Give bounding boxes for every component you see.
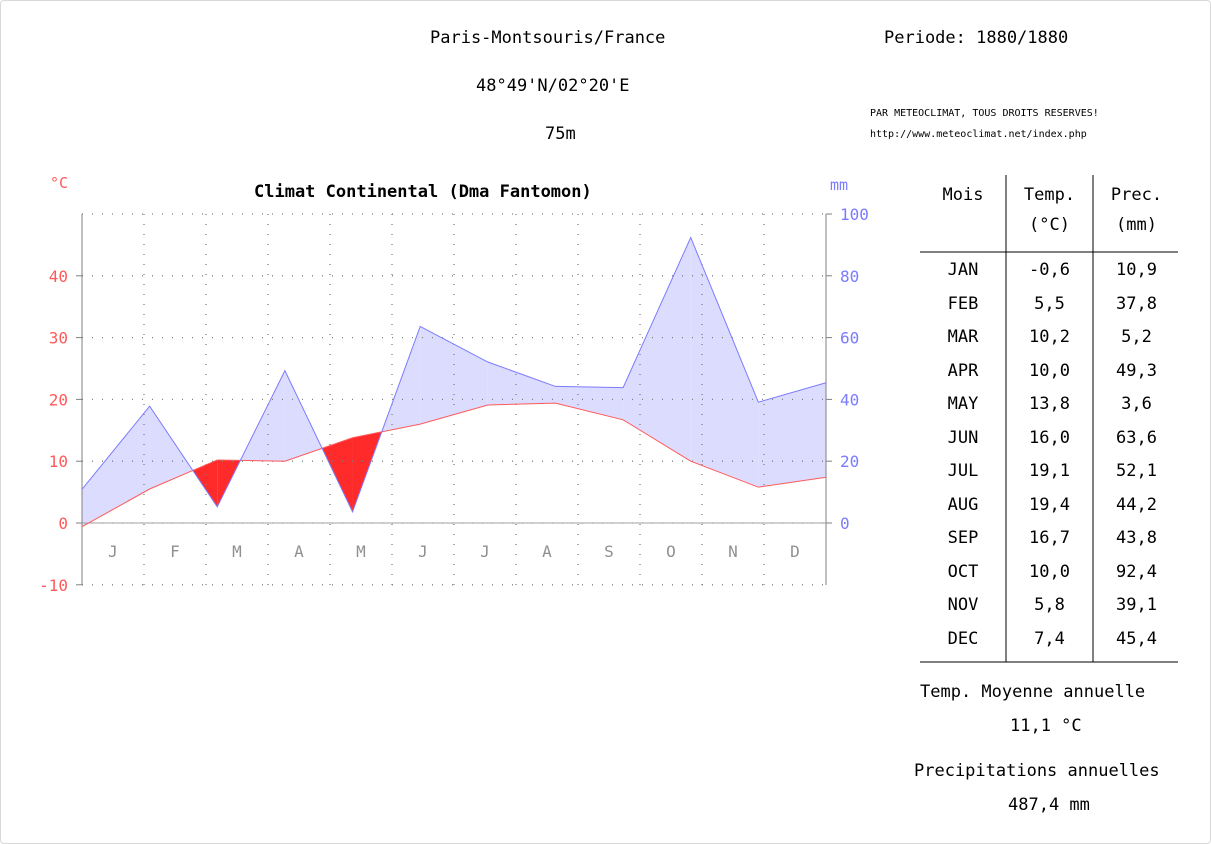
table-cell-temp: 10,2 xyxy=(1029,327,1070,347)
table-cell-temp: 13,8 xyxy=(1029,394,1070,414)
table-cell-temp: 16,7 xyxy=(1029,528,1070,548)
table-cell-prec: 49,3 xyxy=(1116,360,1157,381)
table-cell-temp: 7,4 xyxy=(1034,628,1065,649)
table-cell-prec: 92,4 xyxy=(1116,561,1157,582)
dry-area xyxy=(192,459,218,507)
table-cell-month: NOV xyxy=(947,595,979,615)
table-cell-prec: 10,9 xyxy=(1116,260,1157,280)
annual-prec-value: 487,4 mm xyxy=(1008,795,1090,815)
temp-tick-label: 0 xyxy=(58,514,68,533)
humid-area xyxy=(420,326,488,425)
month-label: N xyxy=(728,542,738,561)
prec-tick-label: 20 xyxy=(840,452,859,471)
annual-temp-value: 11,1 °C xyxy=(1010,716,1082,736)
table-cell-prec: 43,8 xyxy=(1116,528,1157,548)
col-header-temp: Temp. xyxy=(1023,185,1076,205)
month-label: O xyxy=(666,542,676,561)
table-cell-month: OCT xyxy=(947,561,979,582)
dry-area xyxy=(322,437,353,512)
humid-area xyxy=(555,386,624,420)
table-cell-month: JUN xyxy=(947,427,979,448)
table-cell-month: FEB xyxy=(947,293,979,314)
prec-tick-label: 0 xyxy=(840,514,850,533)
month-label: A xyxy=(294,542,304,561)
table-cell-temp: 10,0 xyxy=(1029,360,1070,381)
credit-url[interactable]: http://www.meteoclimat.net/index.php xyxy=(870,129,1087,140)
month-label: D xyxy=(790,542,800,561)
temp-axis-unit: °C xyxy=(50,174,69,192)
humid-area xyxy=(758,382,826,488)
climate-chart: -10 0 10 20 30 40 0 20 40 60 80 100 J F M A M J J A S O N D xyxy=(39,205,869,595)
table-cell-prec: 44,2 xyxy=(1116,494,1157,515)
month-label: J xyxy=(108,542,118,561)
month-label: S xyxy=(604,542,614,561)
table-cell-month: JUL xyxy=(947,461,979,481)
col-header-month: Mois xyxy=(942,185,984,205)
annual-prec-label: Precipitations annuelles xyxy=(914,761,1160,781)
table-cell-month: SEP xyxy=(947,528,979,548)
table-cell-month: DEC xyxy=(947,628,979,649)
table-cell-month: JAN xyxy=(947,260,979,280)
annual-temp-label: Temp. Moyenne annuelle xyxy=(920,682,1146,702)
temp-tick-label: -10 xyxy=(39,576,68,595)
table-cell-month: AUG xyxy=(947,494,979,515)
prec-tick-label: 40 xyxy=(840,390,859,409)
month-label: A xyxy=(542,542,552,561)
prec-tick-label: 60 xyxy=(840,329,859,348)
prec-axis-unit: mm xyxy=(830,176,849,194)
humid-area xyxy=(149,406,193,490)
humid-area xyxy=(487,362,556,405)
station-coords: 48°49'N/02°20'E xyxy=(476,76,630,96)
prec-tick-label: 100 xyxy=(840,205,869,224)
table-lines xyxy=(920,175,1178,663)
month-label: J xyxy=(418,542,428,561)
table-cell-temp: 16,0 xyxy=(1029,427,1070,448)
station-altitude: 75m xyxy=(545,124,576,144)
table-cell-prec: 39,1 xyxy=(1116,595,1157,615)
humid-area xyxy=(82,406,150,527)
month-label: F xyxy=(170,542,180,561)
temp-tick-label: 30 xyxy=(49,329,68,348)
humid-area xyxy=(690,237,759,488)
temperature-line xyxy=(81,402,827,528)
table-cell-temp: 5,5 xyxy=(1034,293,1065,314)
humid-area xyxy=(284,370,323,462)
table-cell-prec: 45,4 xyxy=(1116,628,1157,649)
month-label: J xyxy=(480,542,490,561)
table-cell-month: MAY xyxy=(947,394,979,414)
table-cell-prec: 63,6 xyxy=(1116,427,1157,448)
table-cell-month: APR xyxy=(947,360,979,381)
table-cell-prec: 5,2 xyxy=(1121,327,1152,347)
table-cell-temp: 10,0 xyxy=(1029,561,1070,582)
table-cell-temp: 19,1 xyxy=(1029,461,1070,481)
humid-area xyxy=(623,237,691,462)
table-cell-prec: 3,6 xyxy=(1121,394,1152,414)
temp-tick-label: 10 xyxy=(49,452,68,471)
table-cell-temp: -0,6 xyxy=(1029,260,1070,280)
temp-tick-label: 20 xyxy=(49,390,68,409)
prec-tick-label: 80 xyxy=(840,267,859,286)
period-label: Periode: 1880/1880 xyxy=(884,28,1069,48)
month-label: M xyxy=(232,542,242,561)
col-header-temp-unit: (°C) xyxy=(1029,215,1070,235)
credit-text: PAR METEOCLIMAT, TOUS DROITS RESERVES! xyxy=(870,108,1099,119)
precipitation-line xyxy=(81,236,827,514)
chart-title: Climat Continental (Dma Fantomon) xyxy=(254,182,592,202)
table-cell-prec: 37,8 xyxy=(1116,293,1157,314)
station-name: Paris-Montsouris/France xyxy=(430,28,666,48)
table-cell-temp: 5,8 xyxy=(1034,595,1065,615)
col-header-prec-unit: (mm) xyxy=(1116,215,1157,235)
temp-tick-label: 40 xyxy=(49,267,68,286)
table-cell-temp: 19,4 xyxy=(1029,494,1070,515)
table-cell-prec: 52,1 xyxy=(1116,461,1157,481)
month-label: M xyxy=(356,542,366,561)
table-cell-month: MAR xyxy=(947,327,979,347)
col-header-prec: Prec. xyxy=(1110,185,1163,205)
